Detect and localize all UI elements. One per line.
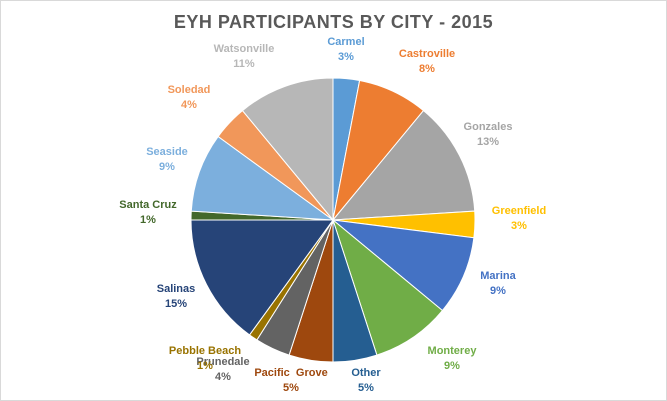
pie-slice-seaside [190, 135, 335, 221]
pie-slice-watsonville [241, 77, 334, 222]
slice-percent-label: 15% [165, 298, 187, 310]
slice-label: Marina [480, 270, 516, 282]
slice-percent-label: 1% [197, 360, 213, 372]
slice-label: Pacific Grove [254, 367, 327, 379]
slice-percent-label: 9% [159, 161, 175, 173]
slice-label: Greenfield [492, 205, 546, 217]
slice-label: Soledad [168, 84, 211, 96]
pie-slice-monterey [331, 218, 444, 356]
slice-label: Salinas [157, 283, 196, 295]
slice-label: Pebble Beach [169, 345, 241, 357]
slice-label: Santa Cruz [119, 199, 177, 211]
pie-slice-gonzales [331, 109, 476, 221]
pie-slice-marina [331, 219, 475, 312]
slice-label: Seaside [146, 146, 188, 158]
slice-percent-label: 13% [477, 136, 499, 148]
slice-label: Gonzales [464, 121, 513, 133]
slice-percent-label: 5% [283, 382, 299, 394]
slice-percent-label: 9% [490, 285, 506, 297]
slice-label: Other [351, 367, 381, 379]
slice-label: Prunedale [196, 356, 249, 368]
slice-percent-label: 1% [140, 214, 156, 226]
slice-percent-label: 9% [444, 360, 460, 372]
slice-label: Carmel [327, 36, 364, 48]
slice-percent-label: 3% [338, 51, 354, 63]
slice-label: Monterey [428, 345, 478, 357]
slice-label: Watsonville [214, 43, 275, 55]
chart-title: EYH PARTICIPANTS BY CITY - 2015 [173, 12, 494, 32]
slice-percent-label: 5% [358, 382, 374, 394]
pie-slice-salinas [190, 219, 334, 336]
slice-percent-label: 4% [215, 371, 231, 383]
slice-percent-label: 3% [511, 220, 527, 232]
slice-label: Castroville [399, 48, 455, 60]
slice-percent-label: 11% [233, 58, 255, 70]
slice-percent-label: 4% [181, 99, 197, 111]
slice-percent-label: 8% [419, 63, 435, 75]
